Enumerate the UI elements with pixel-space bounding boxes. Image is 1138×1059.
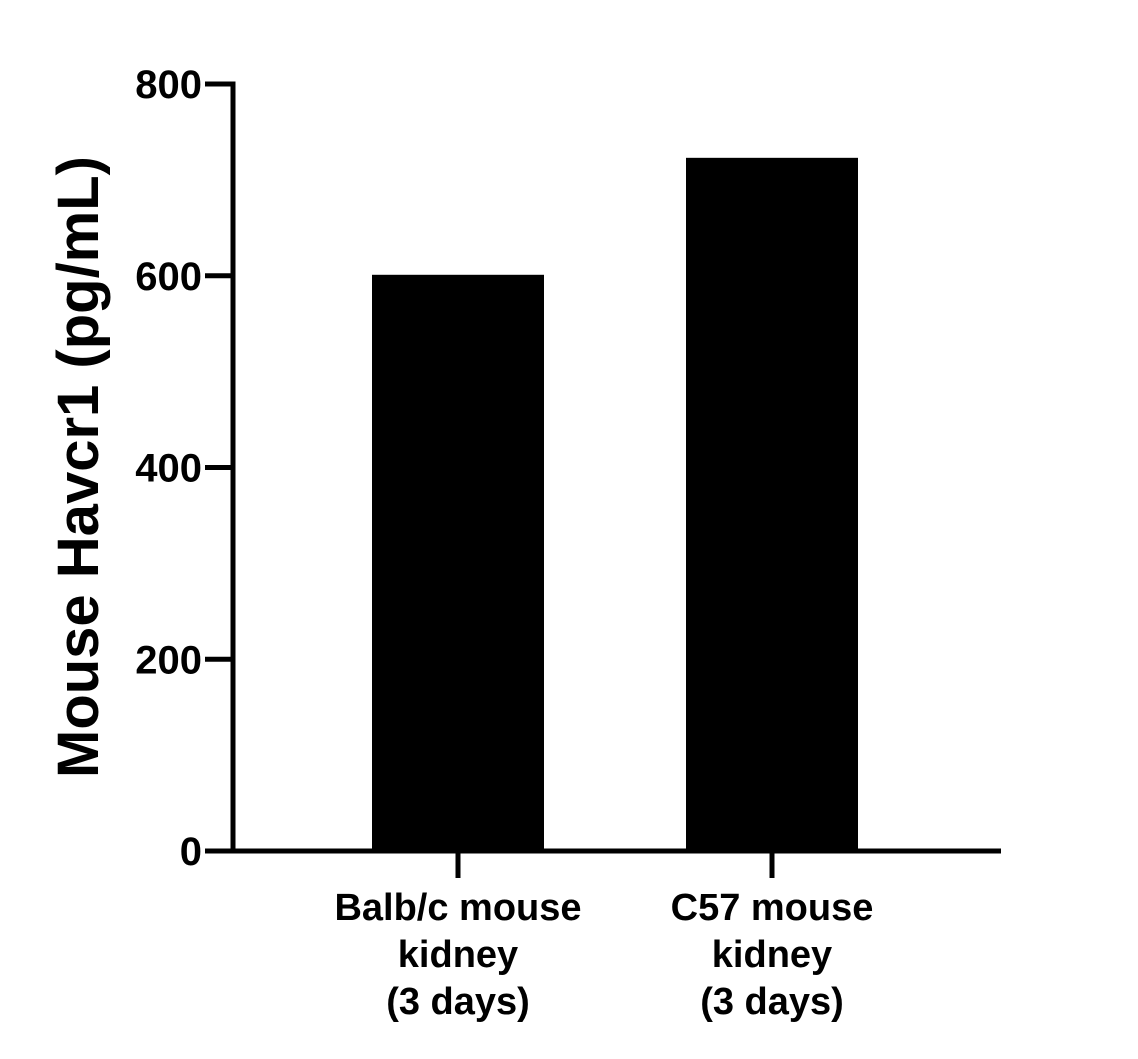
- y-tick-label: 400: [135, 447, 202, 491]
- y-tick-label: 200: [135, 638, 202, 682]
- y-tick-label: 800: [135, 63, 202, 107]
- bar-1: [372, 274, 544, 851]
- x-tick-label: Balb/c mouse kidney (3 days): [334, 887, 581, 1023]
- y-tick-label: 600: [135, 255, 202, 299]
- x-tick-label: C57 mouse kidney (3 days): [671, 887, 874, 1023]
- y-tick-label: 0: [180, 830, 202, 874]
- bar-2: [686, 157, 858, 852]
- y-axis-title: Mouse Havcr1 (pg/mL): [46, 156, 111, 778]
- y-axis-title-group: Mouse Havcr1 (pg/mL): [46, 156, 111, 778]
- bars: [372, 157, 858, 852]
- y-axis: 0 200 400 600 800: [135, 63, 236, 874]
- x-axis: Balb/c mouse kidney (3 days) C57 mouse kidne…: [230, 848, 1001, 1023]
